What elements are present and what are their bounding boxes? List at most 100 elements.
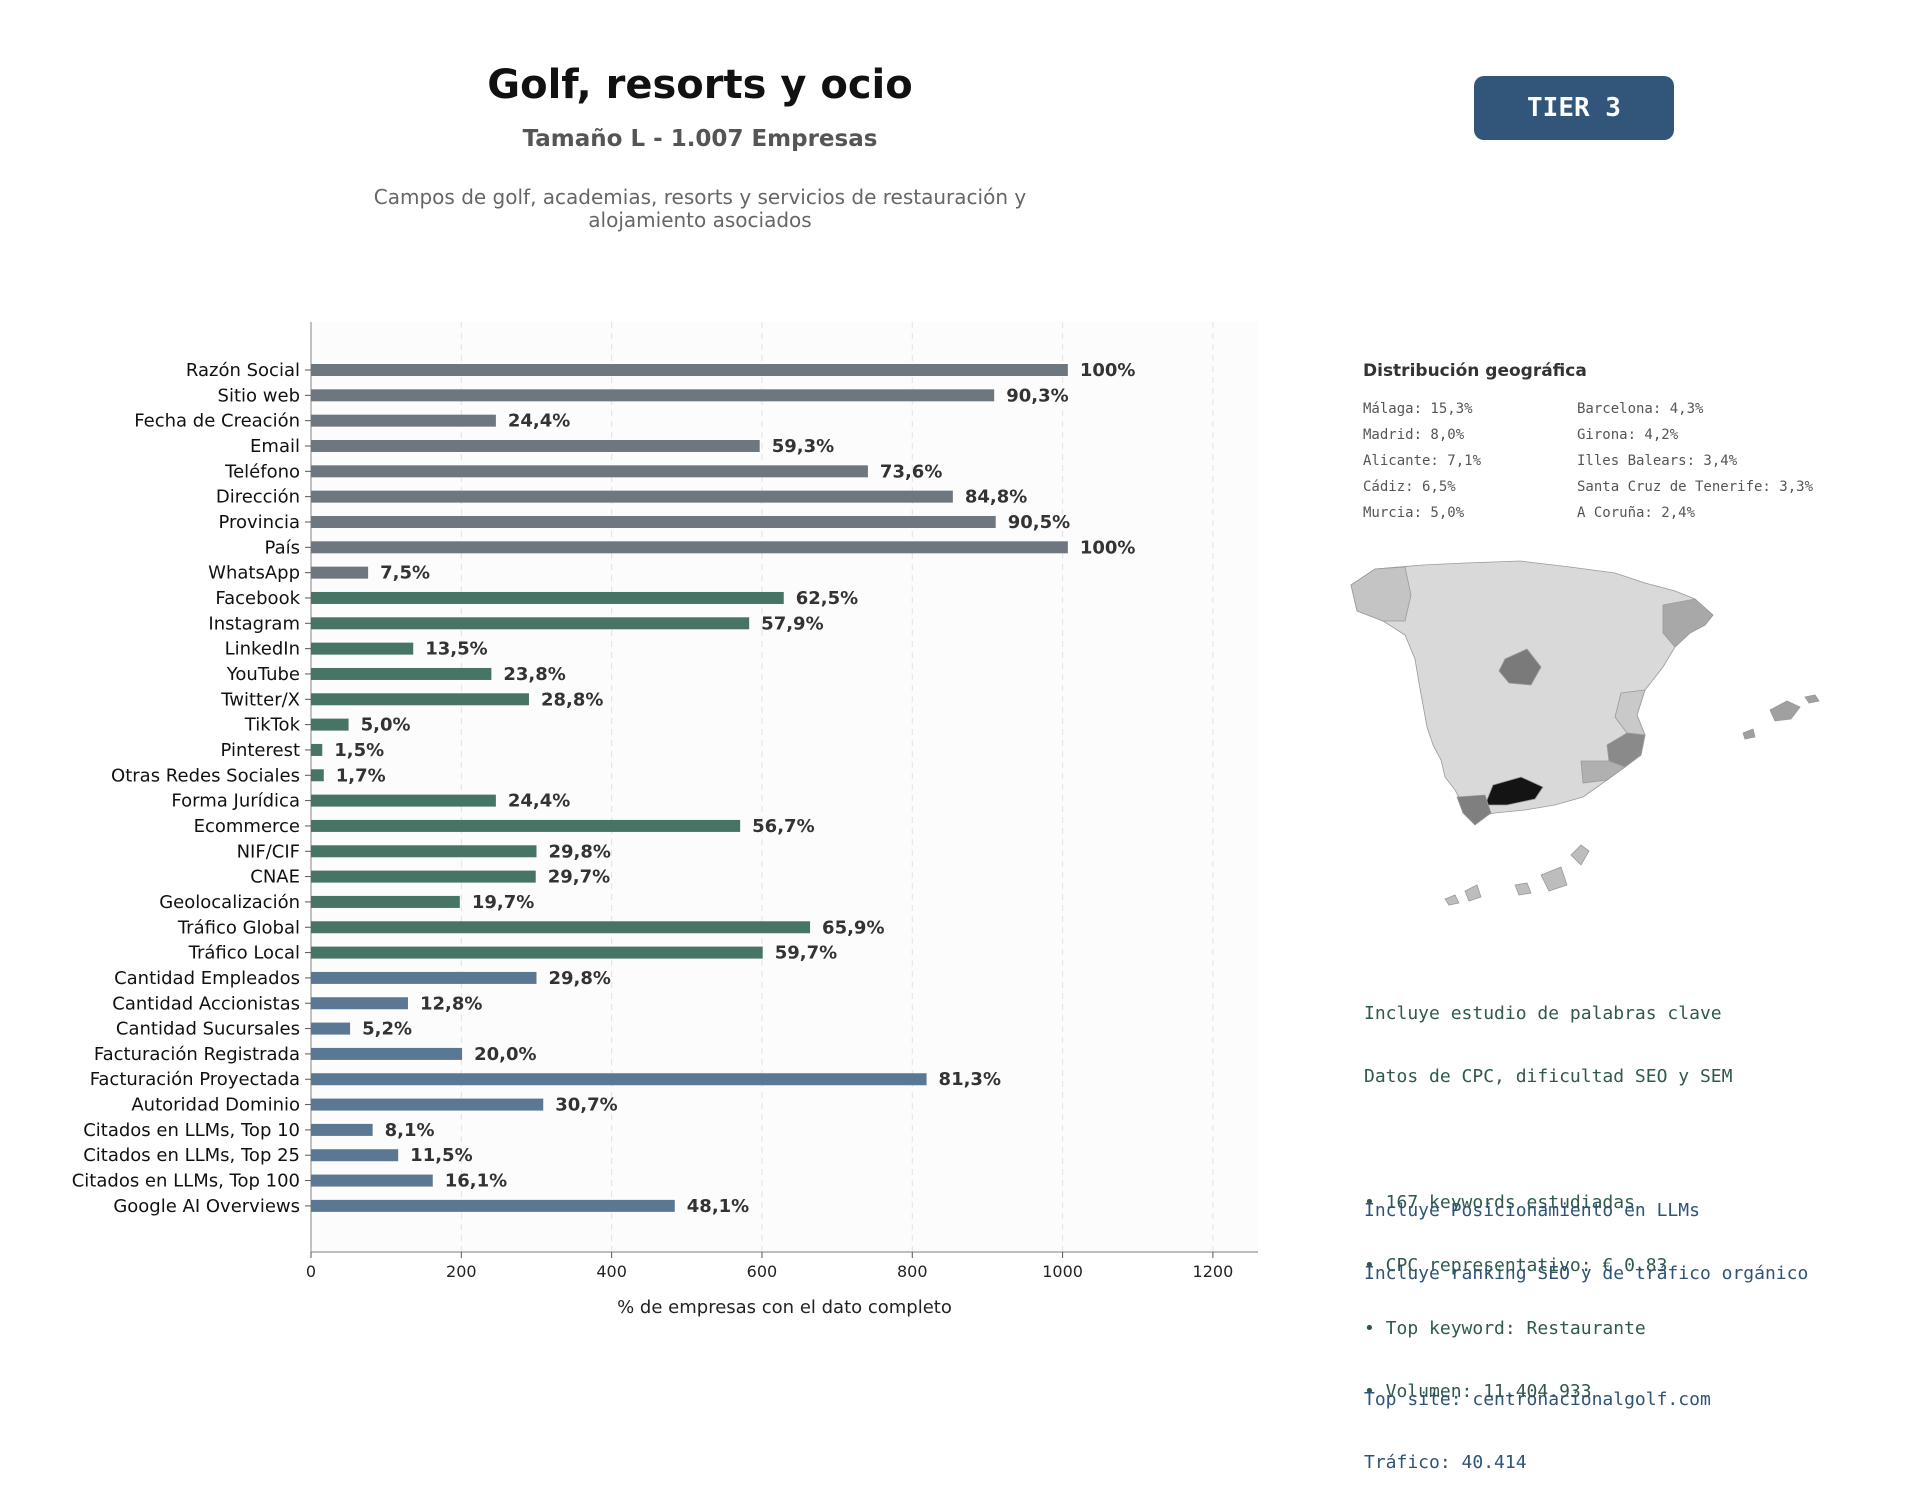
keywords-line: • Volumen: 11.404.933 [1364, 1381, 1592, 1402]
y-tick-label: Forma Jurídica [171, 791, 300, 812]
y-tick-label: Geolocalización [159, 892, 300, 913]
bar [311, 921, 811, 934]
map-region-madrid [1498, 648, 1542, 686]
bar [311, 693, 529, 706]
bar [311, 439, 760, 452]
map-region-baleares [1742, 694, 1820, 740]
bar-value-label: 11,5% [410, 1145, 472, 1166]
y-tick-label: Teléfono [224, 461, 300, 482]
bar-value-label: 20,0% [474, 1044, 536, 1065]
geo-item: Barcelona: 4,3% [1577, 401, 1704, 417]
x-tick-label: 1000 [1042, 1262, 1083, 1281]
bar [311, 819, 741, 832]
y-tick-label: Cantidad Accionistas [112, 993, 300, 1014]
bar [311, 1022, 351, 1035]
bar-value-label: 57,9% [761, 613, 823, 634]
plot-area [311, 322, 1258, 1252]
y-tick-label: Cantidad Empleados [114, 968, 300, 989]
keywords-line: • 167 keywords estudiadas [1364, 1192, 1635, 1213]
llm-line: Top site: centronacionalgolf.com [1364, 1389, 1711, 1410]
y-tick-label: Citados en LLMs, Top 10 [83, 1120, 300, 1141]
bar-chart: 0 200 400 600 800 1000 1200 % de empresas con e… [72, 322, 1258, 1318]
bar [311, 414, 496, 427]
bar-value-label: 90,5% [1008, 512, 1070, 533]
bar-value-label: 29,7% [548, 867, 610, 888]
x-tick-label: 1200 [1193, 1262, 1234, 1281]
map-region-murcia [1580, 760, 1626, 784]
bar [311, 389, 995, 402]
spain-map [1350, 560, 1820, 906]
y-tick-label: NIF/CIF [237, 841, 300, 862]
bar-value-label: 5,2% [362, 1019, 412, 1040]
x-tick-label: 400 [596, 1262, 627, 1281]
y-tick-label: Google AI Overviews [113, 1196, 300, 1217]
geo-item: Madrid: 8,0% [1363, 427, 1465, 443]
bar [311, 591, 784, 604]
page-title: Golf, resorts y ocio [487, 62, 913, 108]
bar [311, 794, 496, 807]
geo-item: Girona: 4,2% [1577, 427, 1679, 443]
bar [311, 1073, 927, 1086]
bar [311, 667, 492, 680]
keywords-line: • CPC representativo: € 0.83 [1364, 1255, 1668, 1276]
y-tick-label: Tráfico Local [188, 943, 300, 964]
bar [311, 515, 996, 528]
bar-value-label: 23,8% [503, 664, 565, 685]
x-tick-label: 200 [446, 1262, 477, 1281]
y-tick-label: WhatsApp [208, 563, 300, 584]
bar-value-label: 59,3% [772, 436, 834, 457]
bar-value-label: 73,6% [880, 461, 942, 482]
bar-value-label: 8,1% [385, 1120, 435, 1141]
y-tick-label: Cantidad Sucursales [116, 1019, 300, 1040]
keywords-line: • Top keyword: Restaurante [1364, 1318, 1646, 1339]
keywords-line [1364, 1129, 1732, 1150]
y-tick-label: CNAE [250, 867, 300, 888]
tier-badge: TIER 3 [1474, 76, 1674, 140]
bar-value-label: 65,9% [822, 917, 884, 938]
x-tick-label: 600 [747, 1262, 778, 1281]
bar-value-label: 100% [1080, 360, 1136, 381]
y-tick-label: Email [250, 436, 300, 457]
map-region-galicia [1350, 566, 1412, 622]
bar [311, 566, 369, 579]
geo-title: Distribución geográfica [1363, 361, 1587, 381]
y-tick-label: Facebook [215, 588, 300, 609]
y-tick-label: Fecha de Creación [134, 411, 300, 432]
bar [311, 1174, 433, 1187]
bar-value-label: 100% [1080, 537, 1136, 558]
bar-value-label: 30,7% [555, 1095, 617, 1116]
bar [311, 870, 536, 883]
keywords-block: Incluye estudio de palabras clave Datos … [1364, 961, 1732, 1423]
bar [311, 718, 349, 731]
bar [311, 769, 324, 782]
geo-item: Málaga: 15,3% [1363, 401, 1473, 417]
bar [311, 997, 408, 1010]
map-region-catalonia [1662, 598, 1714, 648]
y-tick-label: Otras Redes Sociales [111, 765, 300, 786]
geo-item: A Coruña: 2,4% [1577, 505, 1696, 521]
bar-value-label: 24,4% [508, 411, 570, 432]
bar-value-label: 62,5% [796, 588, 858, 609]
bar [311, 642, 414, 655]
bar [311, 1047, 463, 1060]
geo-item: Murcia: 5,0% [1363, 505, 1465, 521]
geo-list: Málaga: 15,3% Barcelona: 4,3% Madrid: 8,… [1363, 400, 1883, 522]
y-tick-label: Razón Social [186, 360, 300, 381]
bar-value-label: 16,1% [445, 1171, 507, 1192]
y-tick-label: LinkedIn [225, 639, 300, 660]
y-tick-label: Dirección [216, 487, 300, 508]
y-tick-label: TikTok [244, 715, 301, 736]
bar-value-label: 5,0% [361, 715, 411, 736]
bar-value-label: 1,7% [336, 765, 386, 786]
y-tick-label: Ecommerce [194, 816, 300, 837]
bar [311, 743, 323, 756]
bar-value-label: 13,5% [425, 639, 487, 660]
llm-line: Incluye ranking SEO y de tráfico orgánic… [1364, 1263, 1809, 1284]
bar-value-label: 59,7% [775, 943, 837, 964]
y-tick-label: Sitio web [218, 385, 300, 406]
bar [311, 845, 537, 858]
y-tick-label: Twitter/X [220, 689, 300, 710]
y-tick-label: Autoridad Dominio [131, 1095, 300, 1116]
bar [311, 946, 763, 959]
y-tick-label: YouTube [226, 664, 300, 685]
